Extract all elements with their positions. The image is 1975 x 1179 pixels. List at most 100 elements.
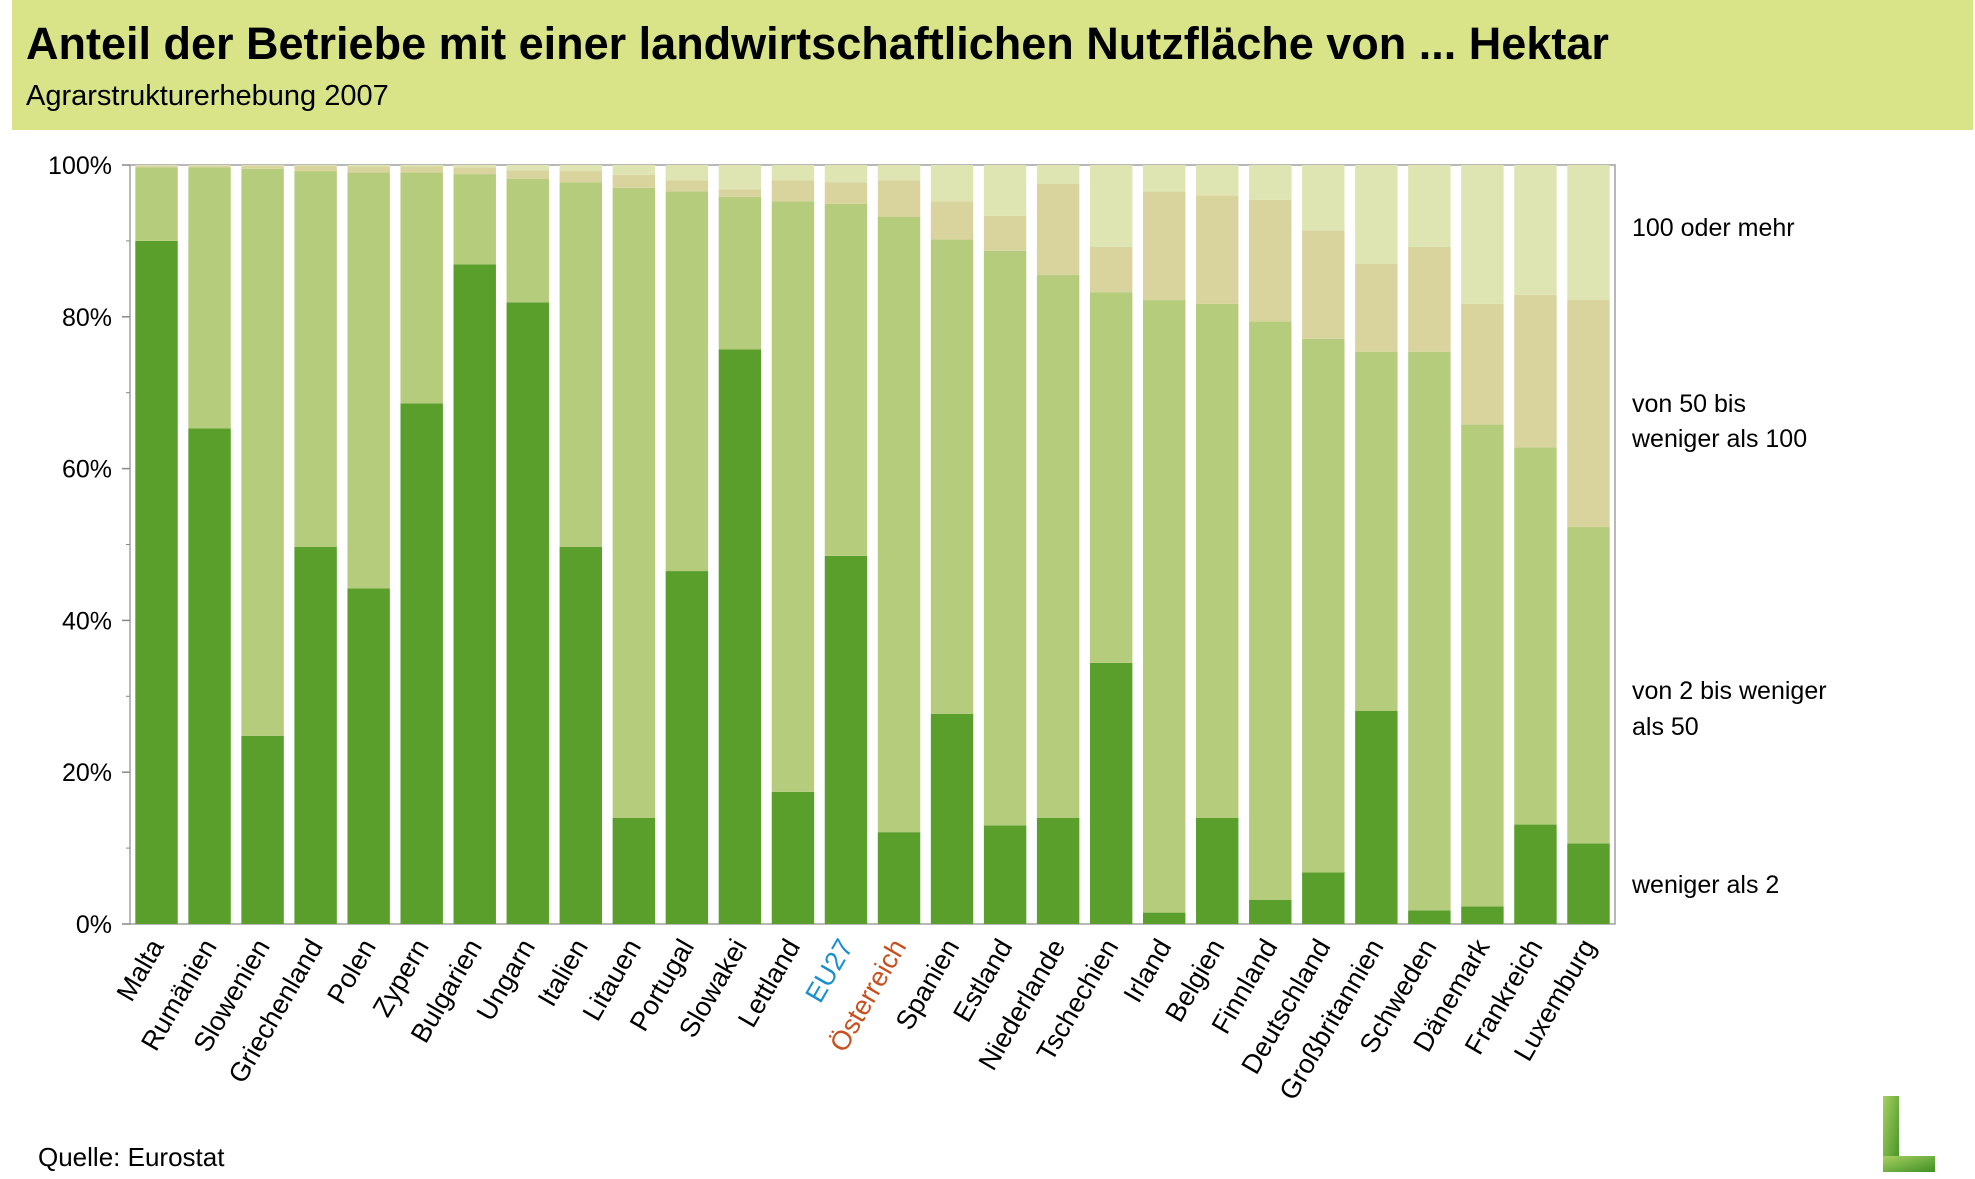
chart-title: Anteil der Betriebe mit einer landwirtsc… [26, 18, 1609, 69]
bar-segment-österreich-0 [877, 832, 921, 924]
bar-segment-slowakei-1 [718, 196, 762, 350]
bar-segment-spanien-2 [930, 201, 974, 240]
bar-segment-slowenien-2 [241, 165, 284, 169]
bar-segment-rumänien-3 [188, 165, 231, 166]
bar-segment-dänemark-1 [1461, 424, 1504, 907]
bar-segment-irland-3 [1142, 165, 1186, 192]
bar-segment-polen-3 [347, 165, 390, 167]
bar-segment-österreich-2 [877, 180, 921, 217]
bar-segment-lettland-1 [771, 201, 815, 792]
bar-segment-niederlande-1 [1036, 275, 1080, 818]
bar-segment-rumänien-2 [188, 165, 231, 168]
y-tick-label: 40% [62, 607, 112, 635]
logo-icon [1881, 1096, 1935, 1172]
bar-segment-bulgarien-3 [453, 165, 496, 168]
bar-segment-polen-1 [347, 172, 390, 589]
bar-segment-tschechien-2 [1089, 246, 1133, 293]
bar-segment-dänemark-2 [1461, 303, 1504, 425]
bar-segment-schweden-1 [1408, 351, 1451, 911]
bar-segment-österreich-3 [877, 165, 921, 181]
bar-segment-estland-1 [983, 250, 1027, 826]
bar-segment-niederlande-3 [1036, 165, 1080, 184]
bar-segment-bulgarien-1 [453, 174, 496, 265]
legend-label: 100 oder mehr [1632, 214, 1795, 242]
bar-segment-litauen-3 [612, 165, 656, 175]
bar-segment-schweden-2 [1408, 246, 1451, 352]
bar-segment-irland-2 [1142, 191, 1186, 301]
bar-segment-lettland-3 [771, 165, 815, 181]
bar-segment-spanien-0 [930, 713, 974, 924]
bar-segment-griechenland-1 [294, 171, 337, 547]
bar-segment-estland-2 [983, 215, 1027, 251]
bar-segment-zypern-1 [400, 172, 443, 404]
bar-segment-irland-0 [1142, 912, 1186, 924]
legend-label: von 50 bis [1632, 390, 1746, 418]
legend-label: als 50 [1632, 713, 1699, 741]
bar-segment-luxemburg-2 [1567, 300, 1610, 528]
bar-segment-deutschland-2 [1302, 230, 1345, 339]
chart-subtitle: Agrarstrukturerhebung 2007 [26, 80, 389, 112]
y-tick-label: 0% [76, 911, 112, 939]
bar-segment-spanien-1 [930, 239, 974, 714]
bar-segment-eu27-0 [824, 555, 868, 924]
bar-segment-italien-3 [559, 165, 603, 172]
bar-segment-deutschland-3 [1302, 165, 1345, 231]
bar-segment-polen-2 [347, 166, 390, 173]
bar-segment-litauen-1 [612, 187, 656, 818]
bar-segment-italien-2 [559, 171, 603, 183]
bar-segment-portugal-3 [665, 165, 709, 181]
bar-segment-griechenland-0 [294, 546, 337, 924]
bar-segment-finnland-2 [1249, 199, 1292, 322]
header-banner [12, 0, 1973, 130]
bar-segment-eu27-1 [824, 203, 868, 556]
bar-segment-frankreich-3 [1514, 165, 1557, 295]
bar-segment-österreich-1 [877, 216, 921, 833]
bar-segment-italien-0 [559, 546, 603, 924]
bar-segment-rumänien-1 [188, 167, 231, 429]
bar-segment-belgien-2 [1196, 195, 1239, 304]
bar-segment-luxemburg-3 [1567, 165, 1610, 301]
bar-segment-tschechien-3 [1089, 165, 1133, 247]
bar-segment-slowakei-2 [718, 189, 762, 197]
bar-segment-frankreich-1 [1514, 447, 1557, 825]
bar-segment-slowakei-3 [718, 165, 762, 190]
bar-segment-malta-1 [135, 167, 178, 241]
bar-segment-portugal-0 [665, 571, 709, 924]
bar-segment-belgien-3 [1196, 165, 1239, 196]
y-tick-label: 100% [48, 152, 112, 180]
bar-segment-eu27-2 [824, 182, 868, 204]
bar-segment-dänemark-3 [1461, 165, 1504, 304]
bar-segment-griechenland-3 [294, 165, 337, 166]
bar-segment-finnland-0 [1249, 899, 1292, 924]
bar-segment-portugal-1 [665, 191, 709, 572]
bar-segment-deutschland-1 [1302, 338, 1345, 873]
bar-segment-luxemburg-1 [1567, 527, 1610, 844]
legend-label: weniger als 100 [1631, 425, 1807, 453]
bar-segment-bulgarien-2 [453, 167, 496, 175]
bar-segment-zypern-0 [400, 403, 443, 924]
bar-segment-malta-3 [135, 165, 178, 166]
bar-segment-niederlande-2 [1036, 183, 1080, 276]
bar-segment-bulgarien-0 [453, 264, 496, 925]
bar-segment-lettland-2 [771, 180, 815, 202]
bar-segment-estland-0 [983, 825, 1027, 924]
bar-segment-irland-1 [1142, 300, 1186, 913]
bar-segment-frankreich-0 [1514, 824, 1557, 924]
bar-segment-tschechien-1 [1089, 292, 1133, 663]
bar-segment-ungarn-2 [506, 170, 549, 179]
bar-segment-slowenien-3 [241, 165, 284, 166]
bar-segment-finnland-1 [1249, 321, 1292, 900]
bar-segment-belgien-1 [1196, 303, 1239, 818]
bar-segment-großbritannien-0 [1355, 710, 1398, 924]
bar-segment-spanien-3 [930, 165, 974, 202]
bar-segment-litauen-0 [612, 817, 656, 924]
bar-segment-litauen-2 [612, 174, 656, 188]
bar-segment-italien-1 [559, 182, 603, 547]
bar-segment-großbritannien-3 [1355, 165, 1398, 264]
bar-segment-slowenien-0 [241, 735, 284, 924]
bar-segment-belgien-0 [1196, 817, 1239, 924]
bar-segment-niederlande-0 [1036, 817, 1080, 924]
y-tick-label: 20% [62, 759, 112, 787]
bar-segment-luxemburg-0 [1567, 843, 1610, 924]
